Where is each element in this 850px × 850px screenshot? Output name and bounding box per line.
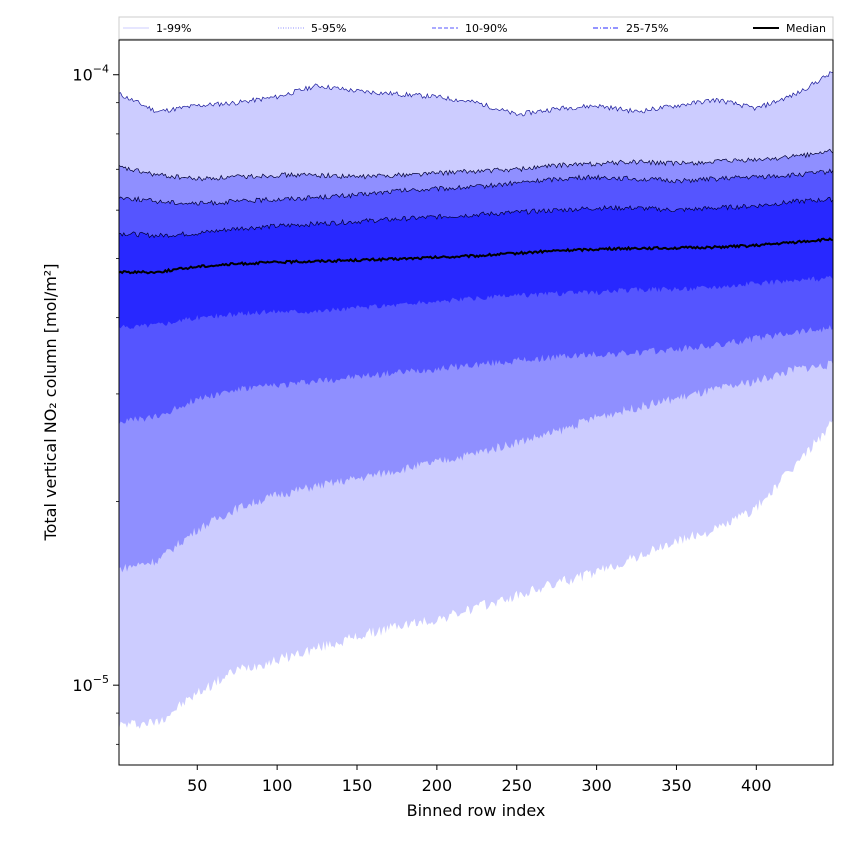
legend-label: 1-99% — [156, 22, 191, 35]
median-layer — [119, 237, 833, 275]
plot-frame — [118, 39, 834, 766]
legend: 1-99% 5-95% 10-90% 25-75% Median — [118, 16, 834, 40]
x-tick-label: 250 — [501, 776, 532, 795]
x-tick-label: 100 — [262, 776, 293, 795]
x-tick-label: 300 — [581, 776, 612, 795]
legend-label: 5-95% — [311, 22, 346, 35]
band-25-75pct — [119, 197, 833, 329]
x-axis-label: Binned row index — [407, 801, 546, 820]
y-axis-label: Total vertical NO₂ column [mol/m²] — [41, 264, 60, 542]
bands-layer — [119, 71, 833, 730]
x-tick-label: 50 — [187, 776, 207, 795]
band-upper-line-25-75pct — [119, 196, 833, 239]
x-tick-label: 400 — [741, 776, 772, 795]
x-axis: 50 100 150 200 250 300 350 400 — [187, 765, 772, 795]
band-upper-line-1-99pct — [119, 71, 833, 117]
legend-items: 1-99% 5-95% 10-90% 25-75% Median — [123, 22, 826, 35]
x-tick-label: 200 — [422, 776, 453, 795]
band-upper-line-10-90pct — [119, 168, 833, 206]
legend-box — [118, 16, 834, 40]
x-tick-label: 350 — [661, 776, 692, 795]
y-tick-label: 10−4 — [72, 63, 109, 85]
median-line — [119, 237, 833, 275]
x-tick-label: 150 — [342, 776, 373, 795]
y-axis: 10−5 10−4 — [72, 63, 119, 745]
band-upper-line-5-95pct — [119, 148, 833, 182]
y-tick-label: 10−5 — [72, 673, 109, 695]
legend-label: Median — [786, 22, 826, 35]
legend-label: 10-90% — [465, 22, 507, 35]
legend-label: 25-75% — [626, 22, 668, 35]
